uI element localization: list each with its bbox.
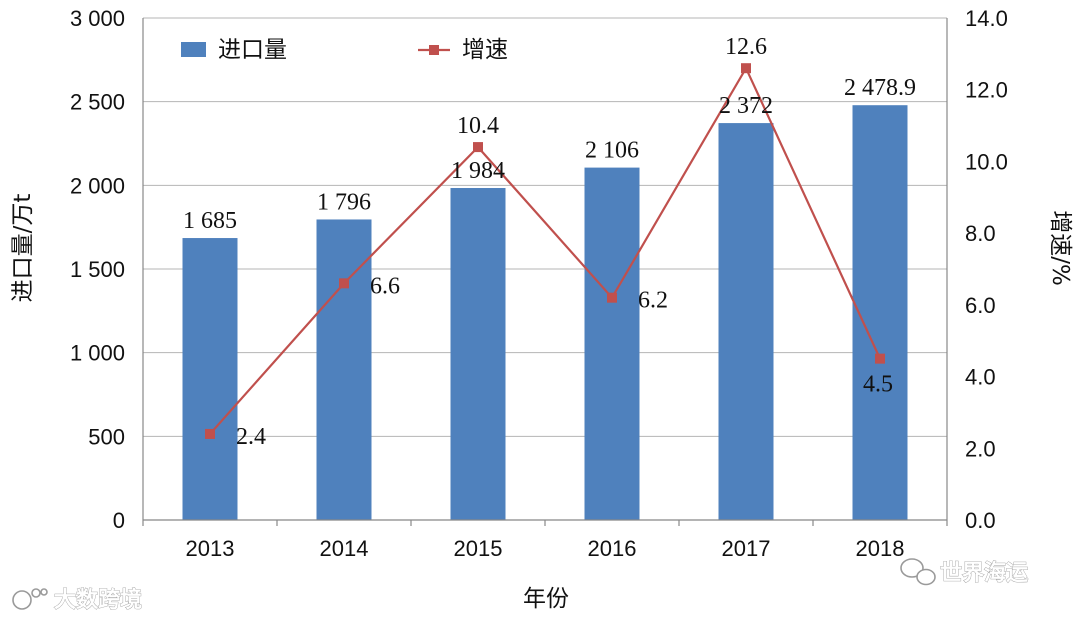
bar-value-label: 1 685	[183, 208, 237, 234]
y2-tick-label: 4.0	[965, 365, 996, 390]
y-tick-label: 1 500	[70, 257, 125, 282]
y-axis-title: 进口量/万t	[10, 194, 36, 303]
y-tick-label: 1 000	[70, 341, 125, 366]
bar-2015	[450, 188, 506, 520]
growth-value-label: 4.5	[863, 372, 893, 398]
wechat-logo-icon	[900, 558, 936, 586]
y2-tick-label: 0.0	[965, 508, 996, 533]
legend: 进口量 增速	[181, 37, 508, 63]
growth-point-2014	[339, 278, 349, 289]
y-tick-label: 3 000	[70, 6, 125, 31]
bar-value-label: 2 372	[719, 93, 773, 119]
growth-value-label: 6.2	[638, 288, 668, 314]
axes: 0 500 1 000 1 500 2 000 2 500 3 000 0.0 2.0 4.0 6.…	[70, 6, 1008, 561]
watermark-right: 世界海运	[900, 558, 1028, 586]
watermark-left: 大数跨境	[12, 587, 142, 613]
data-labels: 1 685 1 796 1 984 2 106 2 372 2 478.9 2.4 6.6 10…	[183, 34, 916, 450]
growth-line	[205, 63, 885, 439]
y-tick-label: 2 500	[70, 90, 125, 115]
y2-tick-label: 2.0	[965, 436, 996, 461]
growth-point-2017	[741, 63, 751, 74]
bar-2016	[584, 167, 640, 520]
growth-value-label: 6.6	[370, 273, 400, 299]
x-tick-label: 2017	[722, 536, 771, 561]
x-axis-title: 年份	[523, 586, 569, 612]
x-tick-label: 2016	[588, 536, 637, 561]
growth-value-label: 2.4	[236, 424, 266, 450]
y-tick-label: 500	[88, 424, 125, 449]
growth-line-path	[209, 65, 881, 435]
x-tick-label: 2014	[320, 536, 369, 561]
bar-2017	[718, 123, 774, 521]
watermark-right-text: 世界海运	[940, 560, 1028, 586]
y2-axis-title: 增速/%	[1047, 210, 1073, 286]
gridlines	[143, 17, 947, 521]
legend-bar-label: 进口量	[218, 37, 287, 63]
bar-2018	[852, 105, 908, 521]
y2-tick-label: 10.0	[965, 149, 1008, 174]
bar-value-label: 1 984	[451, 158, 505, 184]
bar-value-label: 1 796	[317, 189, 371, 215]
growth-value-label: 12.6	[725, 34, 767, 60]
y2-tick-label: 8.0	[965, 221, 996, 246]
y-tick-label: 2 000	[70, 173, 125, 198]
bar-2013	[182, 238, 238, 520]
bar-value-label: 2 478.9	[844, 75, 916, 101]
y-tick-label: 0	[113, 508, 125, 533]
x-tick-label: 2015	[454, 536, 503, 561]
legend-line-marker	[429, 45, 439, 55]
x-tick-label: 2018	[856, 536, 905, 561]
growth-point-2018	[875, 353, 885, 364]
growth-point-2015	[473, 142, 483, 153]
growth-point-2013	[205, 428, 215, 439]
legend-line-label: 增速	[462, 37, 508, 63]
y2-tick-label: 12.0	[965, 78, 1008, 103]
legend-bar-swatch	[181, 42, 206, 57]
weibo-logo-icon	[12, 588, 48, 610]
growth-value-label: 10.4	[457, 113, 499, 139]
y2-tick-label: 6.0	[965, 293, 996, 318]
y2-tick-label: 14.0	[965, 6, 1008, 31]
watermark-left-text: 大数跨境	[54, 587, 142, 613]
x-tick-label: 2013	[186, 536, 235, 561]
growth-point-2016	[607, 292, 617, 303]
bars	[182, 105, 908, 521]
bar-value-label: 2 106	[585, 138, 639, 164]
bar-2014	[316, 219, 372, 520]
